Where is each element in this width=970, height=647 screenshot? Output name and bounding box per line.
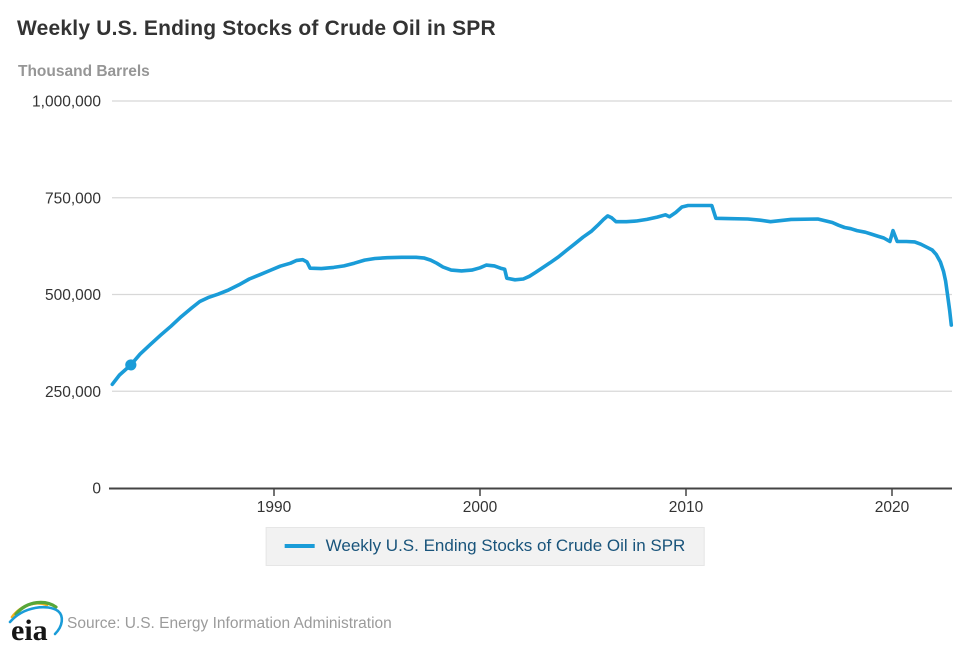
- x-tick-label: 1990: [257, 499, 292, 516]
- source-attribution: Source: U.S. Energy Information Administ…: [67, 615, 392, 632]
- legend-item[interactable]: Weekly U.S. Ending Stocks of Crude Oil i…: [284, 536, 686, 556]
- series-marker[interactable]: [125, 359, 137, 371]
- logo-green-arc: [14, 600, 58, 616]
- eia-logo: eia: [8, 600, 64, 646]
- units-label: Thousand Barrels: [18, 63, 150, 80]
- page-title: Weekly U.S. Ending Stocks of Crude Oil i…: [17, 17, 496, 40]
- legend-line-swatch: [284, 544, 315, 548]
- x-tick-label: 2000: [463, 499, 498, 516]
- y-tick-label: 750,000: [45, 190, 101, 207]
- y-tick-label: 500,000: [45, 287, 101, 304]
- x-tick-label: 2020: [875, 499, 910, 516]
- x-tick-label: 2010: [669, 499, 704, 516]
- y-tick-label: 250,000: [45, 384, 101, 401]
- y-tick-label: 0: [92, 481, 101, 498]
- y-tick-label: 1,000,000: [32, 94, 101, 111]
- legend-label: Weekly U.S. Ending Stocks of Crude Oil i…: [325, 536, 686, 555]
- logo-text: eia: [11, 614, 48, 646]
- footer: eia Source: U.S. Energy Information Admi…: [0, 596, 970, 647]
- series-line[interactable]: [110, 203, 954, 387]
- logo-blue-arc: [8, 605, 64, 636]
- chart-plot-area: 0 250,000 500,000 750,000 1,000,000 1990 2000 2…: [32, 94, 954, 516]
- legend: Weekly U.S. Ending Stocks of Crude Oil i…: [265, 527, 705, 566]
